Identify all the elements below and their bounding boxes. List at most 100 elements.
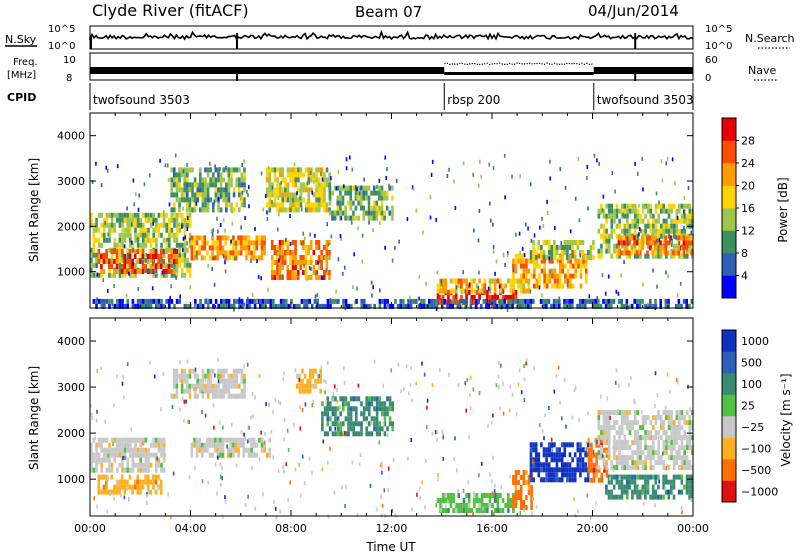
heat-cell bbox=[149, 264, 153, 269]
heat-cell bbox=[116, 452, 119, 458]
heat-cell bbox=[270, 260, 274, 265]
heat-cell bbox=[378, 185, 381, 191]
heat-cell bbox=[183, 222, 187, 228]
heat-cell bbox=[512, 505, 515, 510]
heat-cell bbox=[281, 172, 285, 178]
heat-cell bbox=[602, 228, 606, 234]
heat-cell bbox=[628, 203, 632, 209]
heat-cell bbox=[595, 472, 598, 478]
heat-cell bbox=[183, 197, 186, 203]
scatter-point bbox=[351, 460, 354, 465]
scatter-point bbox=[160, 407, 162, 412]
scatter-point bbox=[235, 395, 238, 400]
heat-cell bbox=[170, 262, 174, 268]
scatter-point bbox=[300, 207, 303, 212]
heat-cell bbox=[386, 426, 389, 432]
heat-cell bbox=[291, 255, 295, 260]
heat-cell bbox=[550, 442, 554, 448]
heat-cell bbox=[139, 252, 142, 258]
heat-cell bbox=[315, 245, 318, 250]
heat-cell bbox=[206, 197, 210, 203]
heat-cell bbox=[522, 480, 526, 485]
scatter-point bbox=[511, 174, 513, 179]
scatter-point bbox=[330, 176, 332, 181]
heat-cell bbox=[563, 452, 567, 458]
heat-cell bbox=[302, 172, 305, 178]
heat-cell bbox=[152, 249, 155, 254]
heat-cell bbox=[240, 202, 244, 208]
heat-cell bbox=[235, 373, 238, 379]
scatter-point bbox=[604, 291, 607, 296]
heat-cell bbox=[566, 240, 569, 245]
heat-cell bbox=[200, 452, 204, 458]
heat-cell bbox=[365, 426, 368, 432]
scatter-point bbox=[498, 284, 501, 289]
scatter-point bbox=[487, 286, 490, 291]
heat-cell bbox=[188, 222, 192, 228]
heat-cell bbox=[165, 222, 168, 228]
heat-cell bbox=[304, 182, 308, 188]
heat-cell bbox=[269, 303, 272, 309]
scatter-point bbox=[615, 289, 618, 294]
heat-cell bbox=[573, 240, 577, 245]
heat-cell bbox=[199, 383, 202, 389]
heat-cell bbox=[232, 167, 236, 173]
heat-cell bbox=[307, 167, 311, 173]
heat-cell bbox=[579, 250, 582, 255]
heat-cell bbox=[232, 393, 236, 399]
heat-cell bbox=[121, 222, 124, 228]
heat-cell bbox=[245, 255, 248, 261]
heat-cell bbox=[225, 182, 228, 188]
heat-cell bbox=[620, 494, 624, 500]
heat-cell bbox=[110, 437, 114, 443]
heat-cell bbox=[206, 447, 209, 453]
heat-cell bbox=[499, 288, 502, 294]
heat-cell bbox=[160, 452, 163, 458]
heat-cell bbox=[425, 303, 428, 309]
heat-cell bbox=[685, 474, 689, 480]
heat-cell bbox=[226, 250, 230, 256]
heat-cell bbox=[368, 411, 371, 417]
scatter-point bbox=[143, 182, 146, 187]
heat-cell bbox=[272, 303, 275, 309]
nave-label: Nave bbox=[748, 64, 776, 77]
heat-cell bbox=[651, 303, 655, 309]
heat-cell bbox=[168, 222, 171, 228]
heat-cell bbox=[670, 479, 673, 485]
heat-cell bbox=[216, 240, 220, 246]
scatter-point bbox=[502, 252, 505, 257]
heat-cell bbox=[529, 462, 533, 468]
heat-cell bbox=[252, 240, 256, 246]
heat-cell bbox=[685, 489, 689, 495]
heat-cell bbox=[633, 248, 637, 254]
scatter-point bbox=[93, 496, 95, 501]
heat-cell bbox=[540, 250, 543, 255]
scatter-point bbox=[472, 511, 474, 516]
scatter-point bbox=[388, 183, 390, 188]
heat-cell bbox=[605, 248, 608, 254]
scatter-point bbox=[500, 305, 503, 310]
heat-cell bbox=[113, 242, 116, 248]
heat-cell bbox=[168, 217, 171, 223]
scatter-point bbox=[229, 255, 232, 260]
heat-cell bbox=[227, 192, 231, 198]
heat-cell bbox=[178, 257, 181, 263]
heat-cell bbox=[116, 437, 119, 443]
heat-cell bbox=[201, 197, 205, 203]
heat-cell bbox=[685, 479, 689, 485]
heat-cell bbox=[529, 467, 533, 473]
velocity-heatmap bbox=[90, 357, 694, 520]
heat-cell bbox=[198, 447, 201, 453]
scatter-point bbox=[425, 281, 427, 286]
heat-cell bbox=[234, 255, 238, 261]
heat-cell bbox=[602, 460, 606, 466]
scatter-point bbox=[601, 454, 604, 458]
heat-cell bbox=[115, 264, 119, 269]
heat-cell bbox=[496, 278, 500, 284]
heat-cell bbox=[120, 269, 124, 274]
heat-cell bbox=[136, 447, 140, 453]
heat-cell bbox=[633, 474, 637, 480]
scatter-point bbox=[418, 274, 420, 279]
scatter-point bbox=[603, 209, 605, 214]
heat-cell bbox=[328, 270, 331, 275]
